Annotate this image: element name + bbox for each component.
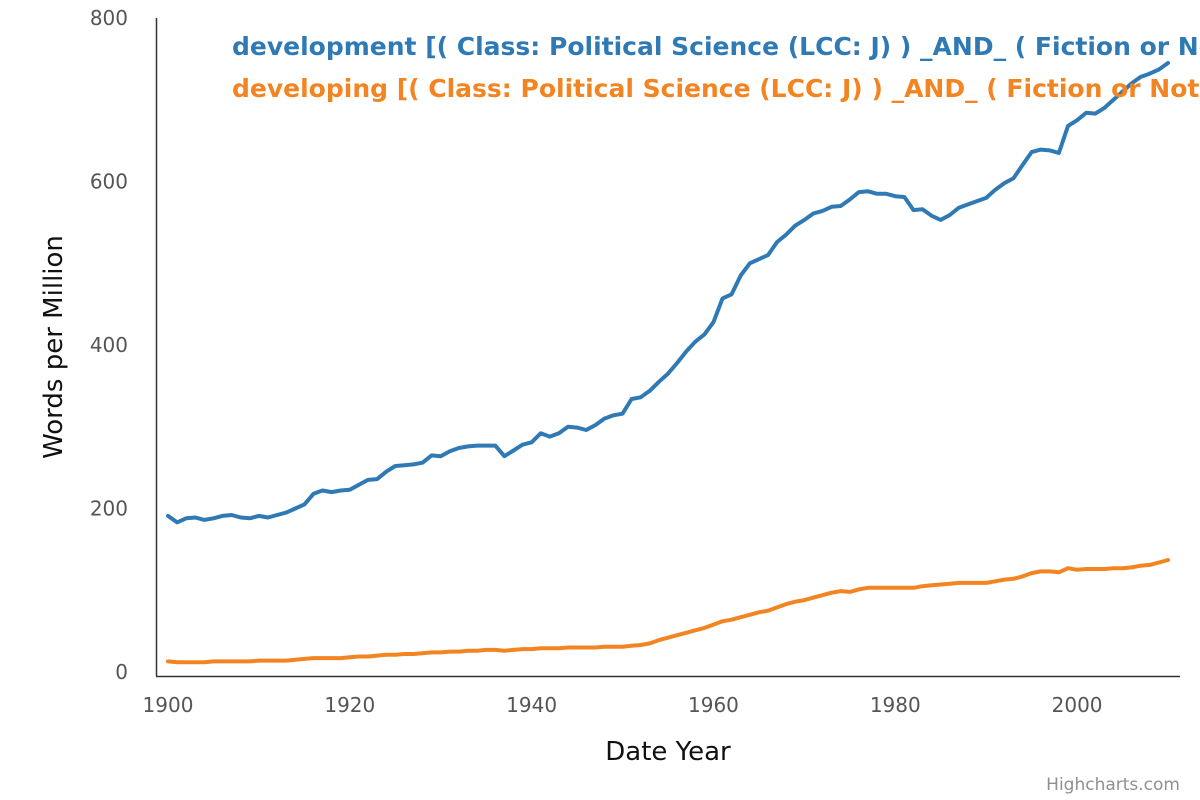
x-tick-label: 1940 bbox=[506, 693, 557, 717]
legend: development [( Class: Political Science … bbox=[232, 32, 1200, 103]
legend-item-developing[interactable]: developing [( Class: Political Science (… bbox=[232, 74, 1200, 103]
y-tick-label: 800 bbox=[90, 6, 128, 30]
credits-link[interactable]: Highcharts.com bbox=[1046, 775, 1180, 795]
y-axis-title: Words per Million bbox=[39, 235, 69, 459]
x-tick-label: 1980 bbox=[870, 693, 921, 717]
y-tick-label: 400 bbox=[90, 333, 128, 357]
y-tick-label: 200 bbox=[90, 497, 128, 521]
series-line-developing bbox=[166, 558, 1170, 665]
x-tick-label: 1900 bbox=[143, 693, 194, 717]
x-tick-label: 1920 bbox=[324, 693, 375, 717]
legend-item-development[interactable]: development [( Class: Political Science … bbox=[232, 32, 1200, 61]
series-line-development bbox=[166, 61, 1170, 525]
y-axis-ticks: 0 200 400 600 800 bbox=[90, 6, 128, 684]
y-tick-label: 600 bbox=[90, 170, 128, 194]
axes-group bbox=[155, 18, 1180, 678]
y-tick-label: 0 bbox=[115, 660, 128, 684]
x-tick-label: 1960 bbox=[688, 693, 739, 717]
series-lines bbox=[166, 61, 1170, 665]
x-axis-title: Date Year bbox=[605, 737, 731, 767]
x-axis-ticks: 1900 1920 1940 1960 1980 2000 bbox=[143, 693, 1103, 717]
x-tick-label: 2000 bbox=[1052, 693, 1103, 717]
